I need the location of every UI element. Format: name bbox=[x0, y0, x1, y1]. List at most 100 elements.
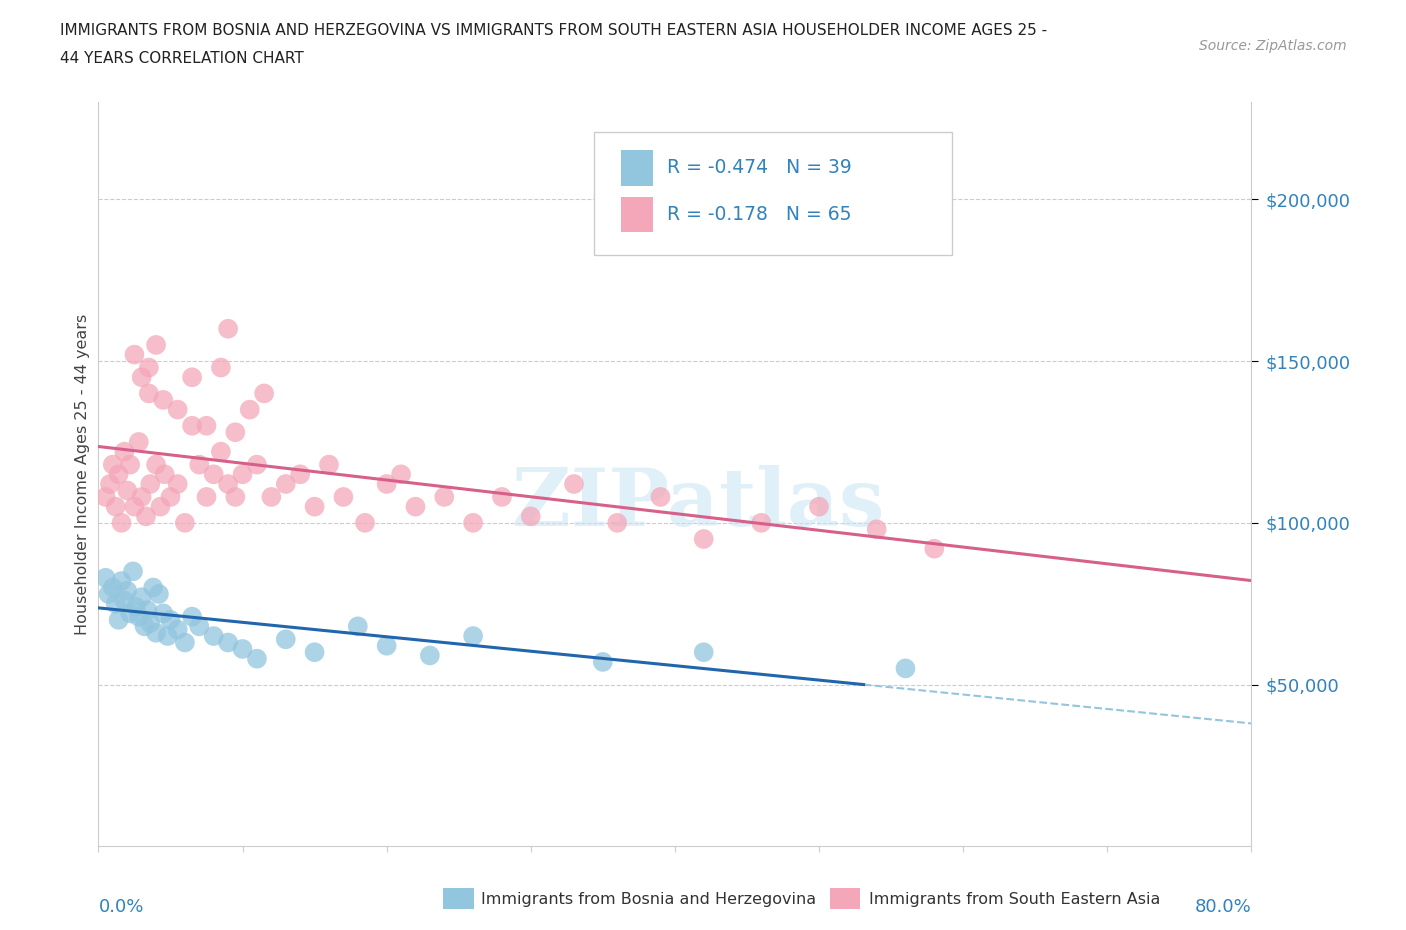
FancyBboxPatch shape bbox=[595, 132, 952, 255]
Point bbox=[98, 476, 121, 491]
Point bbox=[239, 402, 262, 417]
Point bbox=[318, 458, 340, 472]
Point bbox=[131, 489, 153, 504]
Text: ZIPatlas: ZIPatlas bbox=[512, 465, 884, 543]
Point bbox=[332, 489, 354, 504]
Point bbox=[101, 458, 124, 472]
Point bbox=[152, 606, 174, 621]
Point bbox=[419, 648, 441, 663]
Point bbox=[491, 489, 513, 504]
Point bbox=[520, 509, 543, 524]
Point bbox=[138, 360, 160, 375]
Point bbox=[894, 661, 917, 676]
Point bbox=[217, 321, 239, 336]
Point bbox=[120, 606, 142, 621]
Point bbox=[174, 515, 197, 530]
Point bbox=[274, 631, 297, 646]
Point bbox=[375, 476, 398, 491]
Point bbox=[152, 392, 174, 407]
Point bbox=[153, 467, 176, 482]
Text: 44 YEARS CORRELATION CHART: 44 YEARS CORRELATION CHART bbox=[60, 51, 304, 66]
Point bbox=[122, 564, 145, 578]
Point bbox=[202, 467, 225, 482]
Y-axis label: Householder Income Ages 25 - 44 years: Householder Income Ages 25 - 44 years bbox=[75, 313, 90, 635]
Point bbox=[231, 467, 254, 482]
Bar bbox=[620, 197, 652, 232]
Point bbox=[136, 603, 159, 618]
Point bbox=[142, 580, 165, 595]
Point bbox=[124, 499, 146, 514]
Text: Immigrants from South Eastern Asia: Immigrants from South Eastern Asia bbox=[869, 892, 1160, 907]
Text: 80.0%: 80.0% bbox=[1195, 898, 1251, 916]
Point bbox=[260, 489, 283, 504]
Point bbox=[693, 532, 716, 547]
Point bbox=[246, 651, 269, 666]
Point bbox=[866, 522, 889, 537]
Point bbox=[131, 370, 153, 385]
Point bbox=[209, 360, 232, 375]
Point bbox=[290, 467, 312, 482]
Point bbox=[274, 476, 297, 491]
Point bbox=[375, 638, 398, 653]
Text: R = -0.474   N = 39: R = -0.474 N = 39 bbox=[666, 158, 852, 178]
Point bbox=[117, 583, 139, 598]
Point bbox=[128, 609, 150, 624]
Point bbox=[181, 418, 204, 433]
Point bbox=[253, 386, 276, 401]
Point bbox=[195, 418, 218, 433]
Point bbox=[354, 515, 377, 530]
Point bbox=[389, 467, 412, 482]
Point bbox=[181, 609, 204, 624]
Text: IMMIGRANTS FROM BOSNIA AND HERZEGOVINA VS IMMIGRANTS FROM SOUTH EASTERN ASIA HOU: IMMIGRANTS FROM BOSNIA AND HERZEGOVINA V… bbox=[60, 23, 1047, 38]
Point bbox=[433, 489, 456, 504]
Point bbox=[195, 489, 218, 504]
Point bbox=[139, 616, 162, 631]
Point bbox=[346, 618, 368, 633]
Point bbox=[145, 625, 167, 640]
Point bbox=[650, 489, 672, 504]
Point bbox=[461, 629, 484, 644]
Point bbox=[135, 509, 157, 524]
Point bbox=[174, 635, 197, 650]
Point bbox=[110, 515, 132, 530]
Point bbox=[217, 476, 239, 491]
Point bbox=[120, 458, 142, 472]
Point bbox=[924, 541, 946, 556]
Point bbox=[304, 644, 326, 659]
Point bbox=[156, 629, 179, 644]
Point bbox=[112, 445, 135, 459]
Point bbox=[209, 445, 232, 459]
Point bbox=[104, 596, 127, 611]
Point bbox=[139, 476, 162, 491]
Point bbox=[159, 613, 181, 628]
Point bbox=[110, 574, 132, 589]
Point bbox=[145, 338, 167, 352]
Point bbox=[188, 618, 211, 633]
Point bbox=[107, 613, 129, 628]
Point bbox=[606, 515, 628, 530]
Text: 0.0%: 0.0% bbox=[98, 898, 143, 916]
Point bbox=[202, 629, 225, 644]
Point bbox=[112, 593, 135, 608]
Point bbox=[693, 644, 716, 659]
Point bbox=[166, 402, 188, 417]
Point bbox=[181, 370, 204, 385]
Text: R = -0.178   N = 65: R = -0.178 N = 65 bbox=[666, 206, 851, 224]
Point bbox=[97, 587, 120, 602]
Text: Immigrants from Bosnia and Herzegovina: Immigrants from Bosnia and Herzegovina bbox=[481, 892, 815, 907]
Point bbox=[128, 434, 150, 449]
Point bbox=[224, 489, 246, 504]
Point bbox=[125, 600, 148, 615]
Point bbox=[148, 587, 170, 602]
Point bbox=[562, 476, 585, 491]
Point bbox=[246, 458, 269, 472]
Point bbox=[224, 425, 246, 440]
Point bbox=[166, 476, 188, 491]
Point bbox=[149, 499, 172, 514]
Point bbox=[808, 499, 831, 514]
Point bbox=[461, 515, 484, 530]
Point bbox=[166, 622, 188, 637]
Point bbox=[94, 489, 117, 504]
Point bbox=[104, 499, 127, 514]
Point bbox=[101, 580, 124, 595]
